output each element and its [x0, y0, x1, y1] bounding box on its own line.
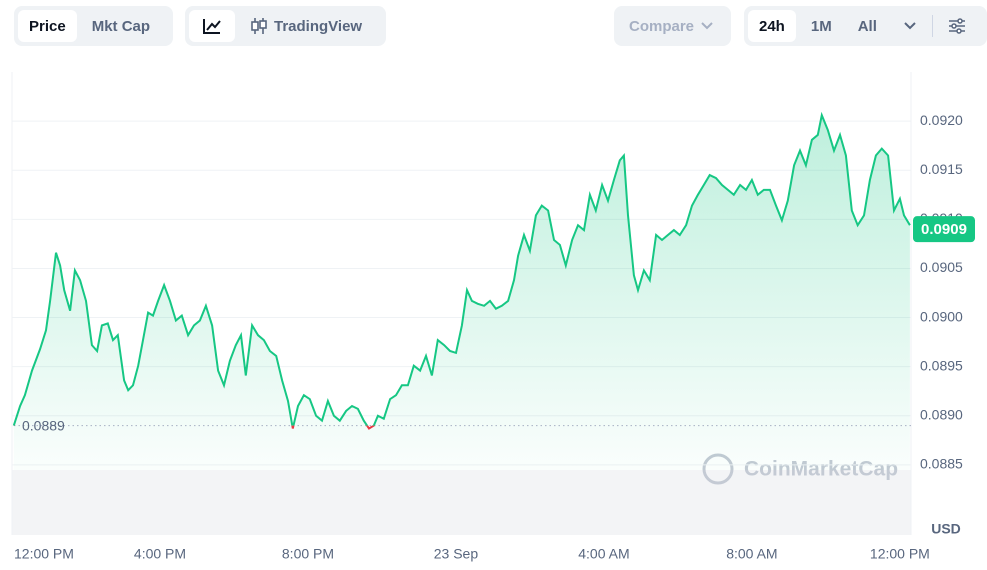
chevron-icon	[904, 22, 916, 30]
range-1m[interactable]: 1M	[810, 17, 832, 35]
price-line	[12, 111, 911, 426]
line-icon	[203, 19, 221, 34]
candle-icon	[251, 18, 267, 34]
y-tick-label: 0.0915	[920, 161, 963, 177]
y-tick-label: 0.0895	[920, 357, 963, 373]
x-tick-label: 4:00 AM	[578, 546, 629, 562]
compare-group: Compare	[614, 6, 731, 46]
last-price-badge	[913, 216, 975, 243]
x-tick-label: 8:00 AM	[726, 546, 777, 562]
y-tick-label: 0.0900	[920, 308, 963, 324]
divider	[931, 15, 933, 37]
compare-label: Compare	[629, 17, 695, 35]
more-ranges[interactable]	[892, 10, 928, 42]
mkt-cap-button[interactable]: Mkt Cap	[91, 17, 151, 35]
compare-button[interactable]: Compare	[618, 10, 725, 42]
volume-band	[12, 470, 911, 535]
baseline-label: 0.0889	[22, 417, 65, 433]
x-tick-label: 4:00 PM	[134, 546, 186, 562]
x-tick-label: 23 Sep	[434, 546, 479, 562]
chevron-icon	[701, 22, 713, 30]
y-tick-label: 0.0890	[920, 406, 963, 422]
area-fill	[13, 115, 910, 470]
y-tick-label: 0.0920	[920, 112, 963, 128]
chart-type-toggle: TradingView	[185, 6, 386, 46]
range-group: 24h 1M All	[744, 6, 987, 46]
range-all[interactable]: All	[857, 17, 877, 35]
line-chart-button[interactable]	[189, 10, 235, 42]
range-24h[interactable]: 24h	[748, 10, 796, 42]
tradingview-label: TradingView	[274, 17, 363, 35]
price-button[interactable]: Price	[18, 10, 77, 42]
x-tick-label: 12:00 PM	[870, 546, 930, 562]
unit-label: USD	[931, 521, 961, 537]
price-toggle: Price Mkt Cap	[14, 6, 173, 46]
tradingview-button[interactable]: TradingView	[239, 10, 373, 42]
settings-icon	[948, 18, 965, 34]
x-tick-label: 12:00 PM	[14, 546, 74, 562]
settings-button[interactable]	[937, 10, 977, 42]
y-tick-label: 0.0905	[920, 259, 963, 275]
y-tick-label: 0.0885	[920, 456, 963, 472]
x-tick-label: 8:00 PM	[282, 546, 334, 562]
last-price-label: 0.0909	[921, 221, 967, 238]
